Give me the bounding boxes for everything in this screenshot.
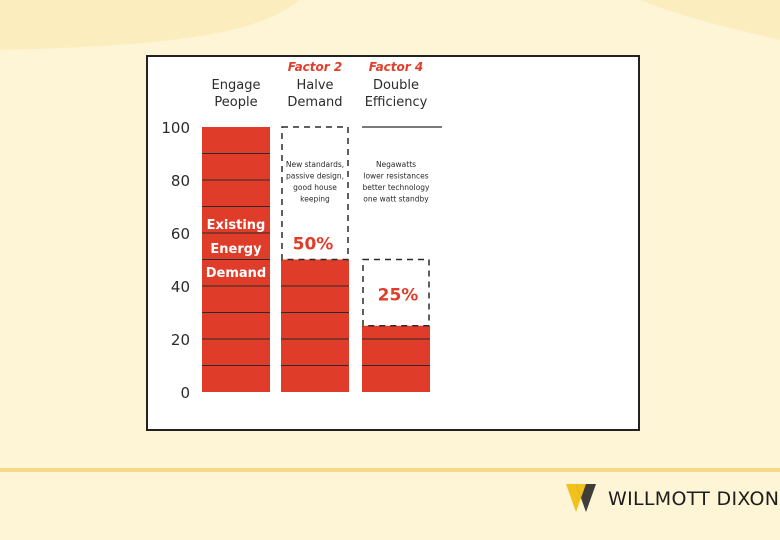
percent-label: 25% — [378, 286, 419, 306]
y-tick-label: 100 — [161, 119, 190, 137]
column-header: Efficiency — [365, 95, 428, 110]
column-header: Halve — [296, 78, 333, 93]
willmott-dixon-mark-icon — [566, 484, 596, 512]
column-note: New standards, — [286, 160, 344, 169]
column-note: one watt standby — [363, 195, 429, 204]
removed-demand-outline — [362, 258, 430, 327]
column-header: Engage — [212, 78, 261, 93]
column-note: better technology — [363, 183, 431, 192]
column-header: Demand — [287, 95, 342, 110]
bar-label: Demand — [206, 266, 267, 281]
y-tick-label: 80 — [171, 172, 190, 190]
factor-label: Factor 4 — [369, 60, 423, 74]
column-note: lower resistances — [363, 172, 428, 181]
removed-demand-outline — [281, 126, 349, 261]
y-tick-label: 60 — [171, 225, 190, 243]
percent-label: 50% — [293, 235, 334, 255]
y-tick-label: 0 — [180, 384, 190, 402]
logo-text: WILLMOTT DIXON — [608, 488, 780, 510]
energy-demand-chart: 0 20 40 60 80 100 Engage People Existing Energy De… — [161, 60, 442, 402]
company-logo: WILLMOTT DIXON — [566, 484, 779, 514]
bar — [281, 259, 349, 392]
column-header: Double — [373, 78, 419, 93]
bar — [362, 325, 430, 392]
bar-label: Energy — [210, 242, 262, 257]
y-tick-label: 40 — [171, 278, 190, 296]
column-note: good house — [293, 183, 337, 192]
chart-panel: 0 20 40 60 80 100 Engage People Existing Energy De… — [146, 55, 640, 431]
column-header: People — [214, 95, 257, 110]
factor-label: Factor 2 — [288, 60, 342, 74]
column-note: keeping — [300, 195, 330, 204]
column-note: passive design, — [286, 172, 344, 181]
column-note: Negawatts — [376, 160, 416, 169]
y-tick-label: 20 — [171, 331, 190, 349]
footer-divider — [0, 468, 780, 472]
bar-label: Existing — [207, 218, 266, 233]
